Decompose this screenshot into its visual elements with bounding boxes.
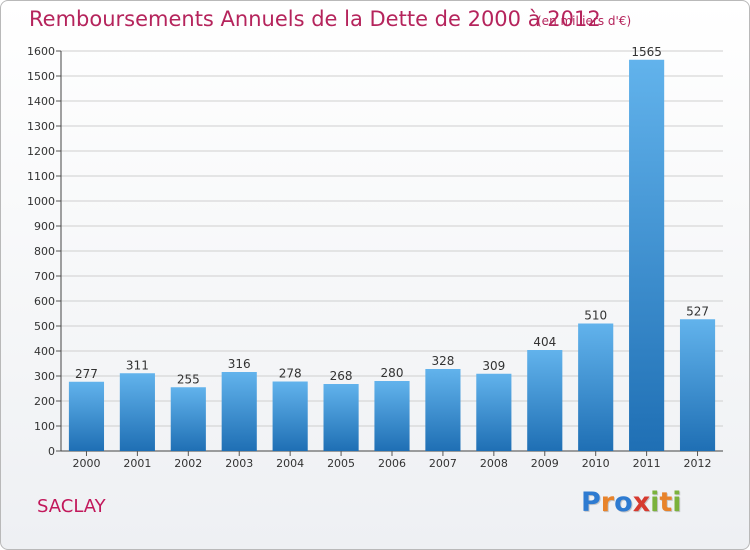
x-tick-label-2007: 2007 (429, 457, 457, 470)
y-tick-label: 1400 (27, 95, 55, 108)
value-label-2000: 277 (75, 367, 98, 381)
logo-letter: i (650, 487, 660, 518)
y-tick-label: 200 (34, 395, 55, 408)
y-tick-label: 600 (34, 295, 55, 308)
value-label-2005: 268 (330, 369, 353, 383)
y-tick-label: 1500 (27, 70, 55, 83)
y-tick-label: 1000 (27, 195, 55, 208)
value-label-2002: 255 (177, 372, 200, 386)
y-tick-label: 100 (34, 420, 55, 433)
x-tick-label-2002: 2002 (174, 457, 202, 470)
y-tick-label: 900 (34, 220, 55, 233)
x-tick-label-2005: 2005 (327, 457, 355, 470)
y-tick-label: 300 (34, 370, 55, 383)
bar-2003 (221, 372, 257, 451)
value-label-2011: 1565 (631, 45, 662, 59)
logo-letter: r (600, 487, 615, 518)
bar-2012 (679, 319, 716, 451)
value-label-2010: 510 (584, 309, 607, 323)
x-tick-label-2006: 2006 (378, 457, 406, 470)
x-tick-label-2001: 2001 (123, 457, 151, 470)
bar-2001 (119, 373, 155, 451)
y-tick-label: 500 (34, 320, 55, 333)
bar-2009 (527, 350, 563, 451)
bar-2008 (476, 373, 512, 451)
y-tick-label: 400 (34, 345, 55, 358)
x-tick-label-2010: 2010 (582, 457, 610, 470)
x-tick-label-2008: 2008 (480, 457, 508, 470)
y-tick-label: 700 (34, 270, 55, 283)
value-label-2012: 527 (686, 304, 709, 318)
bar-2007 (425, 369, 461, 451)
chart-subtitle: (en milliers d'€) (537, 14, 632, 28)
logo-letter: i (672, 487, 682, 518)
value-label-2009: 404 (533, 335, 556, 349)
bar-2002 (170, 387, 206, 451)
y-tick-label: 1100 (27, 170, 55, 183)
bar-2005 (323, 384, 359, 451)
logo-letter: P (581, 487, 601, 518)
bar-2006 (374, 381, 410, 451)
x-tick-label-2000: 2000 (72, 457, 100, 470)
y-tick-label: 0 (48, 445, 55, 458)
city-name: SACLAY (37, 496, 106, 517)
x-tick-label-2004: 2004 (276, 457, 304, 470)
bar-2010 (578, 323, 614, 451)
chart-title: Remboursements Annuels de la Dette de 20… (29, 7, 601, 31)
bar-2000 (68, 381, 105, 451)
x-tick-label-2003: 2003 (225, 457, 253, 470)
value-label-2007: 328 (431, 354, 454, 368)
x-tick-label-2009: 2009 (531, 457, 559, 470)
logo-letter: x (632, 487, 651, 518)
logo-letter: t (659, 487, 673, 518)
bar-2004 (272, 381, 308, 451)
y-tick-label: 1600 (27, 45, 55, 58)
y-tick-label: 1200 (27, 145, 55, 158)
value-label-2001: 311 (126, 358, 149, 372)
value-label-2003: 316 (228, 357, 251, 371)
proxiti-logo: Proxiti (581, 487, 682, 518)
y-tick-label: 800 (34, 245, 55, 258)
x-tick-label-2011: 2011 (633, 457, 661, 470)
value-label-2004: 278 (279, 367, 302, 381)
y-tick-label: 1300 (27, 120, 55, 133)
value-label-2008: 309 (482, 359, 505, 373)
logo-letter: o (614, 487, 633, 518)
x-tick-label-2012: 2012 (684, 457, 712, 470)
bar-2011 (629, 59, 665, 451)
value-label-2006: 280 (381, 366, 404, 380)
